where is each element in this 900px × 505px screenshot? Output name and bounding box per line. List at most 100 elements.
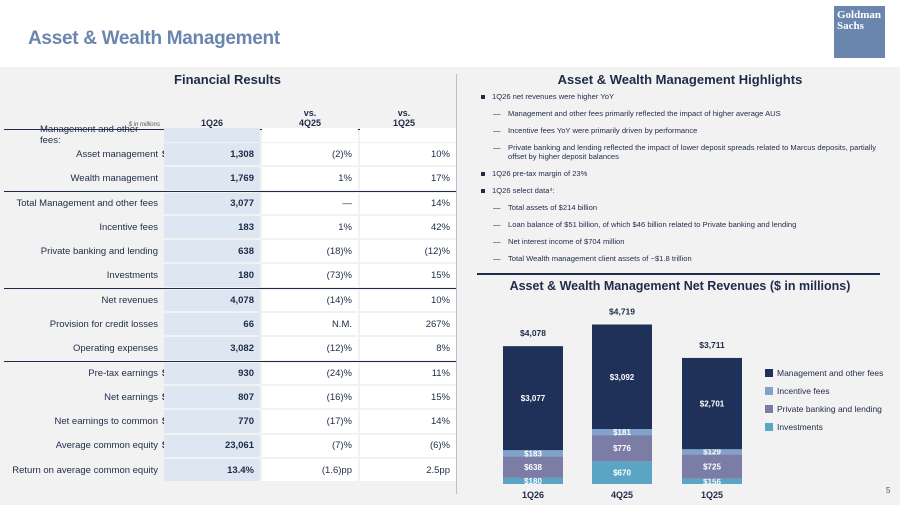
table-row: Operating expenses 3,082 (12)% 8% (4, 336, 456, 360)
row-label: Return on average common equity (12, 464, 158, 476)
cell-vs-4q25: (73)% (262, 264, 358, 287)
x-tick-label: 1Q25 (701, 490, 723, 500)
cell-vs-4q25: (16)% (262, 385, 358, 409)
x-tick-label: 1Q26 (522, 490, 544, 500)
cell-vs-1q25: 8% (360, 337, 456, 360)
highlight-subbullet: Incentive fees YoY were primarily driven… (480, 126, 892, 135)
data-label: $725 (703, 462, 721, 471)
col-header-vs-4q25: vs. 4Q25 (262, 108, 358, 128)
col-header-1q26: 1Q26 (200, 118, 224, 128)
highlight-subbullet: Private banking and lending reflected th… (480, 143, 892, 161)
highlight-subbullet: Total Wealth management client assets of… (480, 254, 892, 263)
legend-swatch (765, 423, 773, 431)
cell-vs-4q25: (12)% (262, 337, 358, 360)
slide-header: Asset & Wealth Management Goldman Sachs (0, 0, 900, 67)
row-label: Net earnings to common (54, 415, 159, 427)
panel-divider (456, 74, 457, 494)
units-label: $ in millions (128, 122, 160, 128)
legend-swatch (765, 387, 773, 395)
row-label: Net earnings (104, 391, 158, 403)
legend-label: Management and other fees (777, 368, 883, 378)
cell-1q26: 183 (164, 215, 260, 239)
cell-1q26: 66 (164, 313, 260, 336)
table-row: Net earnings$807(16)%15% (4, 385, 456, 409)
bar-segment (503, 346, 563, 451)
cell-vs-4q25: (2)% (262, 143, 358, 166)
highlight-subbullet: Total assets of $214 billion (480, 203, 892, 212)
bar-segment (592, 461, 652, 484)
data-label: $183 (524, 449, 542, 458)
cell-1q26: 23,061 (164, 434, 260, 457)
total-label: $4,719 (609, 306, 635, 316)
col-header-vs-4q25-line1: vs. (303, 108, 317, 118)
net-revenues-chart: $180 $638 $183 $3,077 $4,078 1Q26 $670 $776 $181… (503, 306, 883, 500)
row-label: Investments (106, 270, 158, 282)
cell-1q26: 1,308 (164, 143, 260, 166)
total-label: $3,711 (699, 340, 725, 350)
bar-segment (592, 324, 652, 430)
highlight-bullet: 1Q26 net revenues were higher YoY (480, 92, 892, 101)
row-label: Operating expenses (72, 343, 158, 355)
row-label: Private banking and lending (40, 245, 158, 257)
data-label: $156 (703, 477, 721, 486)
bar-segment (682, 449, 742, 455)
table-row: Average common equity$23,061(7)%(6)% (4, 434, 456, 458)
cell-vs-1q25: 10% (360, 289, 456, 312)
goldman-sachs-logo: Goldman Sachs (834, 6, 885, 58)
table-row: Private banking and lending 638 (18)% (12)% (4, 239, 456, 263)
cell-1q26: 180 (164, 264, 260, 287)
col-header-vs-1q25-line2: 1Q25 (392, 118, 416, 128)
data-label: $180 (524, 477, 542, 486)
highlight-subbullet: Management and other fees primarily refl… (480, 109, 892, 118)
cell-vs-1q25: 15% (360, 385, 456, 409)
row-label: Provision for credit losses (49, 318, 158, 330)
data-label: $181 (613, 428, 631, 437)
bar-segment (503, 450, 563, 457)
cell-vs-1q25: 267% (360, 313, 456, 336)
cell-vs-1q25: 15% (360, 264, 456, 287)
data-label: $129 (703, 448, 721, 457)
section-label: Management and other fees: (40, 124, 139, 146)
table-row: Total Management and other fees 3,077—14% (4, 190, 456, 215)
table-row: Provision for credit losses 66 N.M. 267% (4, 312, 456, 336)
table-row: Return on average common equity 13.4% (1.6… (4, 458, 456, 482)
table-row: Investments 180 (73)% 15% (4, 263, 456, 287)
table-row: Pre-tax earnings$930(24)%11% (4, 360, 456, 385)
x-tick-label: 4Q25 (611, 490, 633, 500)
col-header-vs-4q25-line2: 4Q25 (298, 118, 322, 128)
cell-1q26: 3,082 (164, 337, 260, 360)
cell-blank (262, 128, 358, 142)
cell-1q26: 13.4% (164, 458, 260, 482)
cell-1q26: 4,078 (164, 289, 260, 312)
total-label: $4,078 (520, 328, 546, 338)
legend-swatch (765, 405, 773, 413)
table-row: Net earnings to common$770(17)%14% (4, 409, 456, 433)
row-label: Wealth management (70, 172, 159, 184)
cell-1q26: 807 (164, 385, 260, 409)
cell-vs-1q25: 10% (360, 143, 456, 166)
bar-segment (503, 456, 563, 478)
data-label: $670 (613, 469, 631, 478)
cell-vs-4q25: (17)% (262, 410, 358, 433)
cell-vs-1q25: 14% (360, 410, 456, 433)
cell-vs-1q25: (6)% (360, 434, 456, 457)
highlights-title: Asset & Wealth Management Highlights (557, 72, 803, 87)
highlight-subbullet: Net interest income of $704 million (480, 237, 892, 246)
cell-1q26: 1,769 (164, 167, 260, 190)
cell-blank (164, 128, 260, 142)
highlights-rule (477, 273, 880, 275)
cell-vs-4q25: 1% (262, 215, 358, 239)
logo-text-line2: Sachs (837, 20, 864, 32)
cell-vs-4q25: N.M. (262, 313, 358, 336)
cell-1q26: 638 (164, 240, 260, 263)
bar-segment (503, 477, 563, 484)
cell-vs-1q25: 42% (360, 215, 456, 239)
legend-swatch (765, 369, 773, 377)
cell-vs-4q25: (18)% (262, 240, 358, 263)
financial-results-table: $ in millions 1Q26 vs. 4Q25 vs. 1Q25 Manag… (4, 104, 456, 482)
financial-results-title: Financial Results (174, 72, 281, 87)
page-title: Asset & Wealth Management (28, 28, 280, 49)
cell-vs-4q25: (14)% (262, 289, 358, 312)
col-header-vs-1q25: vs. 1Q25 (356, 108, 452, 128)
highlight-bullet: 1Q26 select data⁴: (480, 186, 892, 195)
